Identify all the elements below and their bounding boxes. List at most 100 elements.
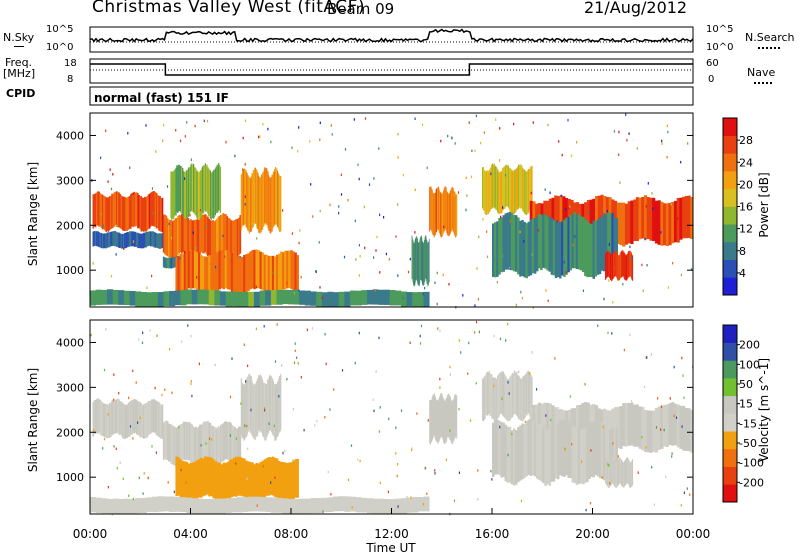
velocity-cell [524,375,526,418]
power-cell [492,164,495,207]
xtick-label: 12:00 [374,527,409,541]
power-cell [213,169,215,219]
power-cell [112,231,115,246]
velocity-cell [247,461,250,501]
velocity-cell [444,400,446,445]
velocity-cell [173,426,175,466]
velocity-speckle-cell [132,497,134,501]
power-speckle-cell [414,231,416,234]
power-speckle-cell [262,123,264,126]
power-speckle-cell [340,193,343,196]
velocity-cell [267,379,269,435]
power-cell [103,233,105,249]
velocity-cell [157,496,164,512]
power-speckle-cell [192,231,194,234]
velocity-cell [559,419,562,476]
velocity-cell [624,460,626,486]
velocity-cell [611,428,614,484]
power-cell [499,172,501,214]
velocity-speckle-cell [673,365,675,369]
velocity-cell [169,424,172,462]
velocity-cell [355,497,362,513]
power-cell [554,195,558,241]
power-cell [481,167,484,209]
power-speckle-cell [677,217,679,220]
power-cell [525,171,527,216]
power-speckle-cell [298,126,300,129]
velocity-speckle-cell [686,487,688,490]
power-speckle-cell [151,274,153,278]
power-cell [166,257,169,269]
velocity-speckle [90,320,694,516]
noise-tick-low-left: 10^0 [46,42,73,53]
power-cell [236,291,244,307]
velocity-cell [521,423,524,480]
velocity-cell [194,427,196,466]
velocity-cell [278,378,280,434]
power-cell [253,249,256,290]
velocity-cell [164,421,166,459]
velocity-cell [279,375,281,432]
power-speckle-cell [163,123,165,127]
velocity-cell [517,427,520,483]
velocity-cell [206,456,209,495]
power-cell [200,170,202,218]
velocity-speckle-cell [477,498,479,501]
power-cell [157,233,159,249]
power-cell [278,253,281,294]
power-cell [546,216,549,271]
power-speckle-cell [271,271,274,274]
velocity-cell [230,423,233,464]
velocity-colorbar-tick-label: 15 [739,398,753,411]
velocity-speckle-cell [93,429,95,432]
power-cell [178,214,181,254]
power-cell [316,291,323,307]
power-cell [140,196,143,232]
power-band-4 [170,162,222,221]
velocity-cell [631,459,633,486]
power-cell [436,188,437,232]
power-cell [512,171,515,214]
velocity-speckle-cell [132,369,134,373]
power-cell [242,170,244,226]
power-cell [182,213,185,252]
power-cell [263,169,265,227]
power-cell [523,221,526,278]
power-cell [187,251,191,289]
velocity-cell [103,403,105,437]
power-cell [135,232,138,248]
power-cell [575,214,579,270]
power-speckle-cell [244,163,246,166]
power-cell [260,175,262,233]
power-cell [255,249,258,289]
power-cell [282,289,289,305]
power-cell [198,172,200,221]
power-cell [94,193,97,228]
velocity-speckle-cell [449,365,451,369]
velocity-cell [120,401,123,436]
velocity-cell [299,498,306,514]
power-cell [616,202,620,244]
velocity-cell [214,498,221,514]
velocity-speckle-cell [637,471,639,474]
power-speckle-cell [661,142,663,145]
power-cell [128,196,131,229]
power-cell [248,291,255,307]
power-cell [190,219,192,259]
power-cell [433,193,435,238]
power-cell [284,250,287,290]
power-speckle-cell [379,213,381,217]
velocity-cell [430,400,432,443]
velocity-cell [181,424,183,463]
power-cell [180,290,187,306]
power-speckle-cell [480,141,482,145]
velocity-cell [614,460,616,487]
velocity-speckle-cell [469,419,472,422]
velocity-colorbar-frame [722,324,738,503]
power-cell [247,253,250,292]
power-cell [172,171,175,220]
velocity-cell [130,401,132,435]
velocity-cell [174,497,181,512]
velocity-speckle-cell [491,478,493,481]
power-speckle-cell [225,140,227,144]
